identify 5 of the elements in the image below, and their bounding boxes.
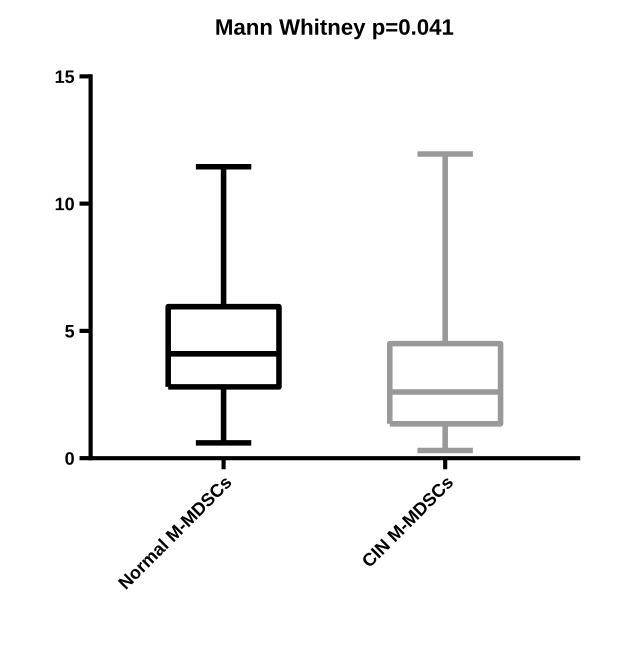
y-tick-label: 10 bbox=[56, 198, 74, 210]
y-tick-label: 5 bbox=[65, 325, 74, 338]
y-tick-label: 15 bbox=[56, 70, 74, 84]
chart-title: Mann Whitney p=0.041 bbox=[216, 18, 454, 40]
y-tick-label: 0 bbox=[65, 452, 74, 465]
